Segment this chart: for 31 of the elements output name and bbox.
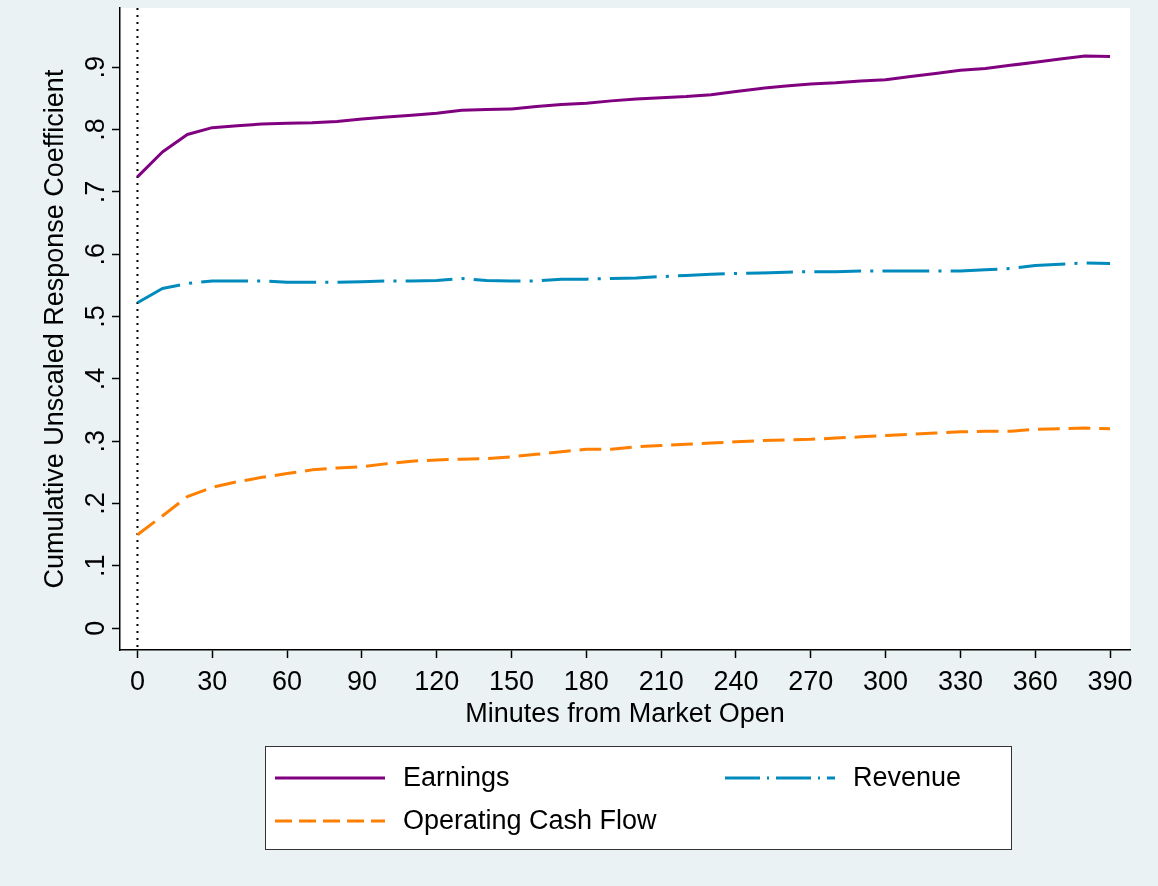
y-tick-label: .4	[80, 367, 111, 391]
x-tick-label: 240	[713, 665, 759, 696]
y-tick-label: .5	[80, 305, 111, 328]
y-tick-label: 0	[80, 620, 111, 636]
line-series	[135, 426, 1112, 537]
x-tick-label: 150	[489, 665, 535, 696]
x-tick-label: 300	[863, 665, 909, 696]
y-tick-label: .7	[80, 180, 111, 204]
y-tick-label: .8	[80, 118, 111, 141]
y-tick-label: .3	[80, 429, 111, 453]
line-series	[135, 261, 1112, 305]
x-tick-label: 90	[346, 665, 377, 696]
y-tick-label: .2	[80, 492, 111, 515]
x-tick-label: 330	[937, 665, 983, 696]
y-axis-title: Cumulative Unscaled Response Coefficient	[38, 69, 69, 589]
y-tick-label: .6	[80, 242, 111, 266]
y-tick-label: .9	[80, 55, 111, 79]
legend-label: Revenue	[853, 762, 962, 793]
x-tick-label: 360	[1012, 665, 1058, 696]
x-tick-label: 270	[788, 665, 834, 696]
x-axis-title: Minutes from Market Open	[465, 698, 785, 729]
y-tick-label: .1	[80, 554, 111, 578]
x-tick-label: 60	[272, 665, 303, 696]
legend-label: Operating Cash Flow	[403, 805, 657, 836]
x-tick-label: 120	[414, 665, 460, 696]
x-tick-label: 30	[197, 665, 228, 696]
x-tick-label: 210	[638, 665, 684, 696]
legend-label: Earnings	[403, 762, 510, 793]
x-tick-label: 180	[563, 665, 609, 696]
x-tick-label: 0	[129, 665, 145, 696]
x-tick-label: 390	[1087, 665, 1133, 696]
